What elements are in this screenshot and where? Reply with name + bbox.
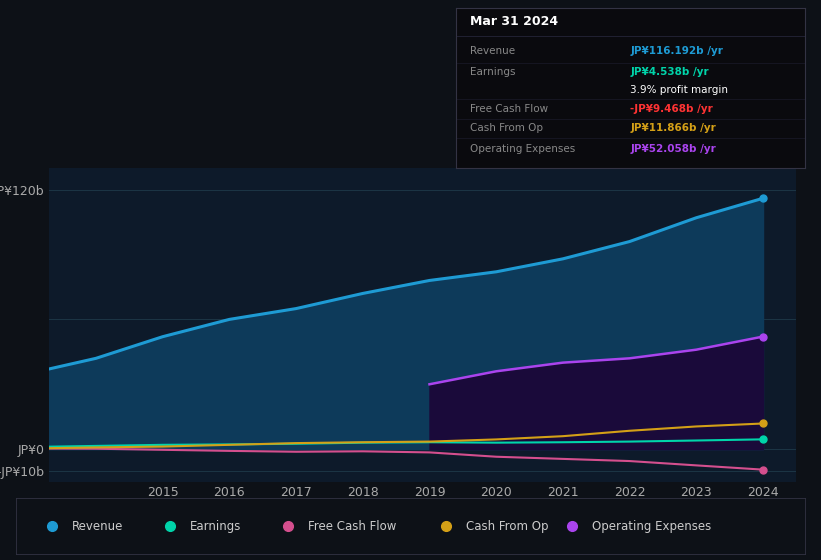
Text: JP¥4.538b /yr: JP¥4.538b /yr bbox=[631, 67, 709, 77]
Text: Operating Expenses: Operating Expenses bbox=[592, 520, 711, 533]
Text: Free Cash Flow: Free Cash Flow bbox=[470, 104, 548, 114]
Text: Cash From Op: Cash From Op bbox=[466, 520, 548, 533]
Text: JP¥11.866b /yr: JP¥11.866b /yr bbox=[631, 123, 716, 133]
Text: Operating Expenses: Operating Expenses bbox=[470, 144, 575, 154]
Text: Revenue: Revenue bbox=[71, 520, 123, 533]
Text: Earnings: Earnings bbox=[470, 67, 515, 77]
Text: Cash From Op: Cash From Op bbox=[470, 123, 543, 133]
Text: Earnings: Earnings bbox=[190, 520, 241, 533]
Text: Mar 31 2024: Mar 31 2024 bbox=[470, 15, 557, 27]
Text: JP¥52.058b /yr: JP¥52.058b /yr bbox=[631, 144, 716, 154]
Text: JP¥116.192b /yr: JP¥116.192b /yr bbox=[631, 46, 723, 57]
Text: Free Cash Flow: Free Cash Flow bbox=[308, 520, 397, 533]
Text: -JP¥9.468b /yr: -JP¥9.468b /yr bbox=[631, 104, 713, 114]
Text: 3.9% profit margin: 3.9% profit margin bbox=[631, 85, 728, 95]
Text: Revenue: Revenue bbox=[470, 46, 515, 57]
